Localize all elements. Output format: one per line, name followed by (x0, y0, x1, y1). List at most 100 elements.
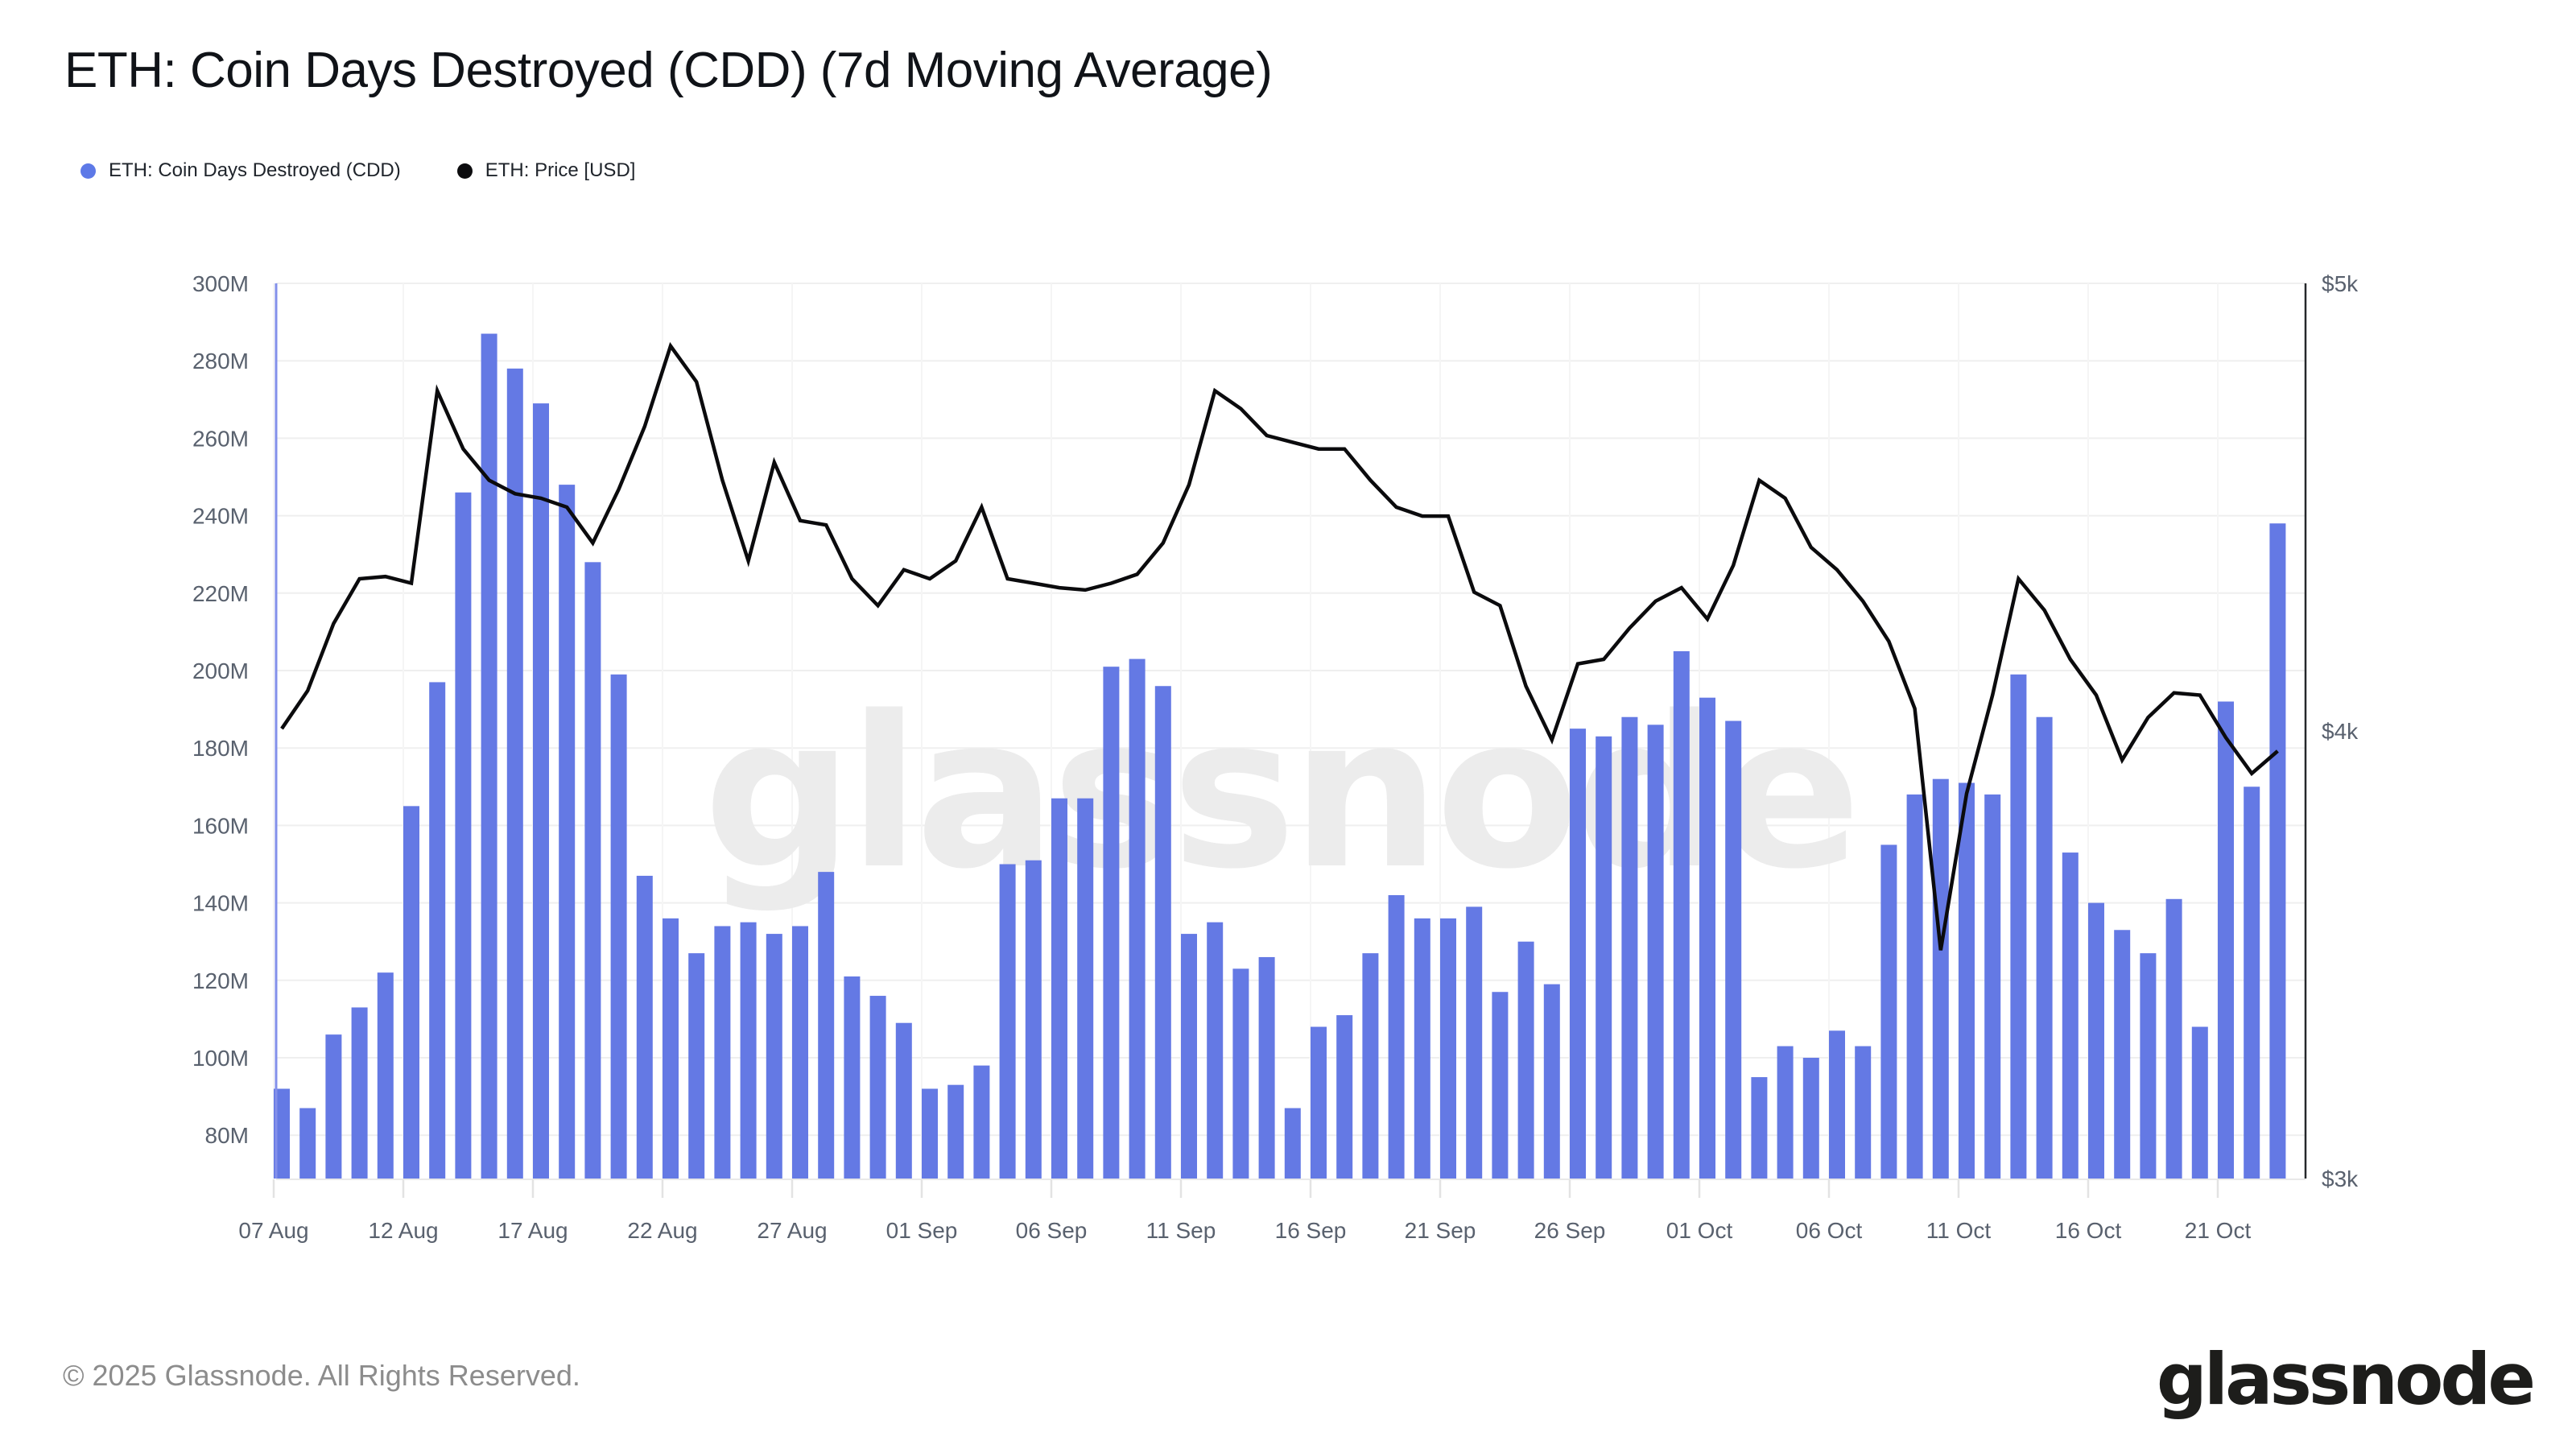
cdd-bar[interactable] (1129, 658, 1146, 1179)
cdd-bar[interactable] (2088, 902, 2104, 1179)
cdd-bar[interactable] (455, 492, 472, 1179)
cdd-bar[interactable] (584, 562, 601, 1179)
cdd-bar[interactable] (351, 1007, 368, 1179)
left-axis-label: 300M (192, 271, 249, 296)
cdd-bar[interactable] (2165, 898, 2182, 1179)
cdd-bar[interactable] (1051, 798, 1067, 1179)
cdd-bar[interactable] (2269, 523, 2286, 1179)
price-line[interactable] (280, 341, 2279, 951)
cdd-bar[interactable] (973, 1065, 990, 1179)
cdd-bar[interactable] (506, 368, 523, 1179)
cdd-bar[interactable] (688, 953, 705, 1179)
cdd-bar[interactable] (533, 403, 549, 1179)
cdd-bar[interactable] (636, 875, 653, 1179)
cdd-bar[interactable] (999, 864, 1016, 1179)
left-axis-label: 140M (192, 891, 249, 916)
cdd-bar[interactable] (740, 922, 757, 1179)
cdd-bar[interactable] (2244, 786, 2260, 1179)
x-axis-label: 06 Oct (1796, 1218, 1863, 1243)
left-axis-label: 280M (192, 349, 249, 374)
cdd-bar[interactable] (895, 1022, 912, 1179)
cdd-bar[interactable] (2010, 674, 2027, 1179)
cdd-bar[interactable] (1362, 953, 1379, 1179)
cdd-bar[interactable] (481, 333, 497, 1179)
cdd-bar[interactable] (2191, 1026, 2208, 1179)
x-axis-label: 01 Sep (886, 1218, 958, 1243)
left-axis-label: 220M (192, 581, 249, 606)
cdd-bar[interactable] (792, 926, 808, 1179)
left-axis-label: 80M (205, 1123, 249, 1148)
cdd-bar[interactable] (610, 674, 627, 1179)
cdd-bar[interactable] (1517, 941, 1534, 1179)
cdd-bar[interactable] (1025, 860, 1042, 1179)
page-title: ETH: Coin Days Destroyed (CDD) (7d Movin… (64, 43, 1273, 98)
cdd-bar[interactable] (2036, 716, 2053, 1179)
left-axis-label: 100M (192, 1046, 249, 1071)
cdd-bar[interactable] (869, 996, 886, 1179)
cdd-bar[interactable] (1699, 697, 1715, 1179)
right-axis-label: $3k (2322, 1166, 2359, 1191)
cdd-bar[interactable] (1103, 667, 1120, 1179)
cdd-bar[interactable] (1154, 686, 1171, 1179)
cdd-bar[interactable] (1258, 956, 1275, 1179)
cdd-bar[interactable] (1673, 650, 1690, 1179)
cdd-bar[interactable] (559, 485, 576, 1179)
cdd-bar[interactable] (1802, 1058, 1819, 1179)
cdd-bar[interactable] (325, 1034, 342, 1179)
legend-item-cdd[interactable]: ETH: Coin Days Destroyed (CDD) (80, 159, 401, 182)
cdd-bar[interactable] (1959, 782, 1975, 1179)
cdd-bar[interactable] (1440, 918, 1456, 1179)
cdd-bar[interactable] (818, 872, 835, 1179)
cdd-bar[interactable] (1777, 1046, 1794, 1179)
cdd-bar[interactable] (1984, 794, 2001, 1179)
cdd-bar[interactable] (1311, 1026, 1327, 1179)
cdd-bar[interactable] (1466, 906, 1483, 1179)
cdd-bar[interactable] (1336, 1015, 1353, 1179)
cdd-bar[interactable] (429, 682, 446, 1179)
cdd-bar[interactable] (1284, 1108, 1301, 1179)
cdd-bar[interactable] (1207, 922, 1224, 1179)
cdd-bar[interactable] (1181, 934, 1197, 1179)
cdd-bar[interactable] (1855, 1046, 1872, 1179)
cdd-bar[interactable] (1596, 736, 1612, 1179)
cdd-bar[interactable] (714, 926, 731, 1179)
cdd-bar[interactable] (1570, 729, 1586, 1179)
cdd-bar[interactable] (377, 972, 394, 1179)
cdd-bar[interactable] (1725, 720, 1742, 1179)
cdd-bar[interactable] (1906, 794, 1923, 1179)
cdd-bar[interactable] (766, 934, 782, 1179)
glassnode-logo: glassnode (2156, 1338, 2536, 1421)
cdd-bar[interactable] (1388, 894, 1405, 1179)
cdd-bar[interactable] (2062, 852, 2079, 1179)
cdd-bar[interactable] (1077, 798, 1094, 1179)
x-axis-label: 01 Oct (1666, 1218, 1733, 1243)
cdd-bar[interactable] (1880, 844, 1897, 1179)
legend-label-price: ETH: Price [USD] (485, 159, 636, 181)
legend-item-price[interactable]: ETH: Price [USD] (456, 159, 636, 182)
cdd-bar[interactable] (1647, 724, 1664, 1179)
cdd-bar[interactable] (274, 1088, 290, 1179)
left-axis-label: 200M (192, 658, 249, 683)
cdd-bar[interactable] (844, 976, 861, 1179)
cdd-bar[interactable] (1232, 968, 1249, 1179)
cdd-bar[interactable] (299, 1108, 316, 1179)
cdd-bar[interactable] (1751, 1077, 1768, 1179)
cdd-bar[interactable] (2140, 953, 2157, 1179)
cdd-bar[interactable] (2218, 701, 2234, 1179)
cdd-bar[interactable] (1621, 716, 1638, 1179)
cdd-bar[interactable] (1414, 918, 1430, 1179)
cdd-bar[interactable] (663, 918, 679, 1179)
legend-label-cdd: ETH: Coin Days Destroyed (CDD) (109, 159, 401, 181)
cdd-bar[interactable] (1932, 778, 1949, 1179)
cdd-bar[interactable] (922, 1088, 938, 1179)
x-axis-label: 06 Sep (1016, 1218, 1088, 1243)
glassnode-watermark: glassnode (704, 672, 1856, 915)
cdd-bar[interactable] (1492, 992, 1509, 1179)
cdd-bar[interactable] (1829, 1030, 1845, 1179)
cdd-bar[interactable] (947, 1084, 964, 1179)
cdd-bar[interactable] (1543, 984, 1560, 1179)
cdd-bar[interactable] (403, 806, 419, 1179)
cdd-bar[interactable] (2114, 930, 2131, 1179)
